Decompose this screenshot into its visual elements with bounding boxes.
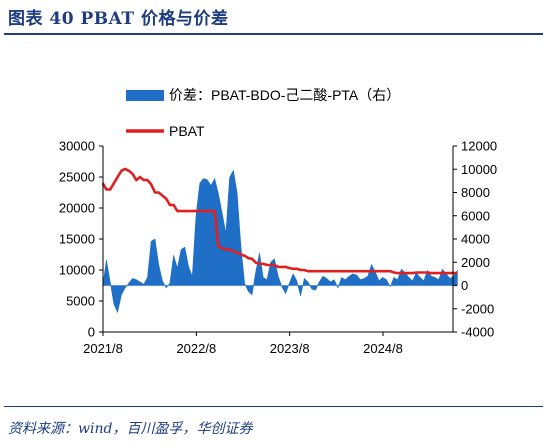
x-tick-label: 2024/8	[363, 341, 403, 356]
left-tick-label: 30000	[59, 139, 95, 154]
pbat-line	[101, 167, 458, 275]
source-divider	[4, 406, 543, 407]
left-tick-label: 0	[88, 325, 95, 340]
left-tick-label: 10000	[59, 263, 95, 278]
x-tick-label: 2021/8	[83, 341, 123, 356]
right-tick-label: -2000	[461, 301, 494, 316]
left-tick-label: 5000	[66, 294, 95, 309]
right-tick-label: 4000	[461, 232, 490, 247]
right-tick-label: 2000	[461, 255, 490, 270]
plot-area	[101, 167, 458, 314]
right-tick-label: 0	[461, 278, 468, 293]
spread-area	[102, 169, 458, 314]
x-tick-label: 2022/8	[176, 341, 216, 356]
source-note: 资料来源：wind，百川盈孚，华创证券	[8, 421, 253, 437]
legend-label-spread: 价差：PBAT-BDO-己二酸-PTA（右）	[169, 87, 400, 103]
axes: 050001000015000200002500030000-4000-2000…	[59, 139, 497, 357]
title-divider	[4, 33, 543, 35]
right-tick-label: 6000	[461, 208, 490, 223]
right-tick-label: 10000	[461, 162, 497, 177]
figure-title: 图表 40 PBAT 价格与价差	[8, 9, 229, 29]
left-tick-label: 25000	[59, 170, 95, 185]
right-tick-label: 8000	[461, 185, 490, 200]
x-tick-label: 2023/8	[270, 341, 310, 356]
left-tick-label: 20000	[59, 201, 95, 216]
legend-label-pbat: PBAT	[169, 123, 205, 139]
right-tick-label: 12000	[461, 139, 497, 154]
left-tick-label: 15000	[59, 232, 95, 247]
legend: 价差：PBAT-BDO-己二酸-PTA（右） PBAT	[126, 87, 400, 139]
legend-swatch-spread	[126, 90, 164, 101]
right-tick-label: -4000	[461, 325, 494, 340]
